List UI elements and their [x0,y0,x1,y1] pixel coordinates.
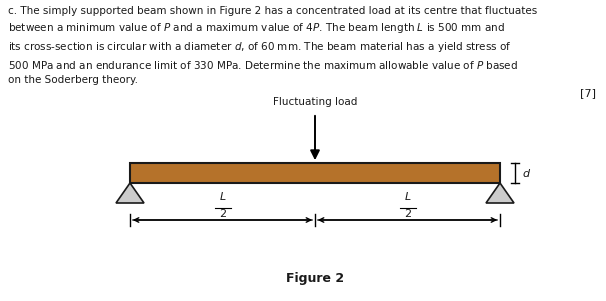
Text: 2: 2 [404,209,411,219]
Text: $L$: $L$ [219,190,226,202]
Text: c. The simply supported beam shown in Figure 2 has a concentrated load at its ce: c. The simply supported beam shown in Fi… [8,6,538,85]
Text: Figure 2: Figure 2 [286,272,344,285]
Text: $L$: $L$ [404,190,411,202]
Text: $d$: $d$ [522,167,531,179]
Text: [7]: [7] [580,88,596,98]
Polygon shape [116,183,144,203]
Bar [130,163,500,183]
Text: 2: 2 [219,209,226,219]
Text: Fluctuating load: Fluctuating load [273,97,357,107]
Polygon shape [486,183,514,203]
